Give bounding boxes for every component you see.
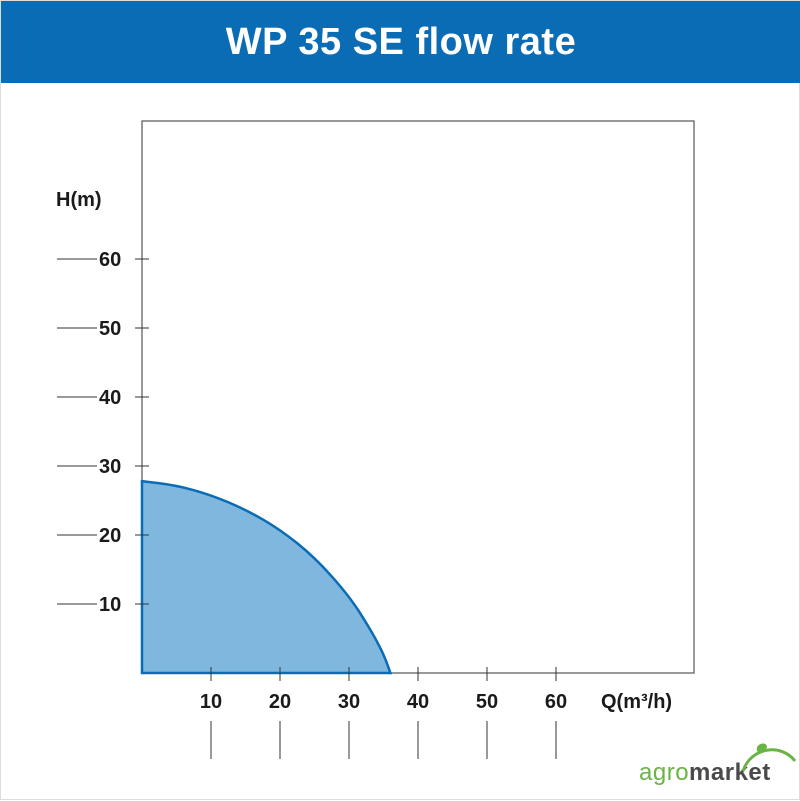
x-tick-label-30: 30	[338, 691, 360, 713]
y-tick-label-40: 40	[99, 387, 121, 409]
x-tick-label-60: 60	[545, 691, 567, 713]
y-tick-label-60: 60	[99, 249, 121, 271]
header-bar: WP 35 SE flow rate	[1, 1, 800, 83]
x-tick-label-20: 20	[269, 691, 291, 713]
leaf-icon	[741, 743, 797, 772]
y-tick-label-20: 20	[99, 525, 121, 547]
y-tick-label-30: 30	[99, 456, 121, 478]
x-tick-label-40: 40	[407, 691, 429, 713]
chart-title: WP 35 SE flow rate	[225, 20, 577, 63]
logo-text-agro: agro	[639, 759, 690, 786]
x-tick-label-50: 50	[476, 691, 498, 713]
x-tick-label-10: 10	[200, 691, 222, 713]
x-axis-label: Q(m³/h)	[601, 691, 672, 713]
y-axis-label: H(m)	[56, 189, 102, 211]
agromarket-logo: agromarket	[639, 743, 797, 793]
logo-text-market: market	[689, 759, 771, 786]
y-tick-label-50: 50	[99, 318, 121, 340]
y-tick-label-10: 10	[99, 594, 121, 616]
flow-curve-area	[140, 479, 393, 675]
axis-ticks: 10 20 30 40 50 60 10 20 30 40 50 60	[57, 249, 567, 759]
